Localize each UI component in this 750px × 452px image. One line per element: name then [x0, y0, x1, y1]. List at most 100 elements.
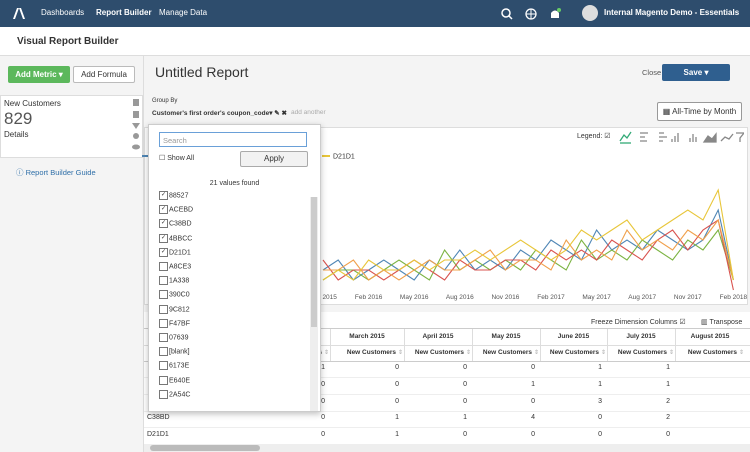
- nav-item[interactable]: Report Builder: [96, 8, 152, 17]
- series-line: [323, 218, 734, 281]
- v-scrollbar[interactable]: [310, 197, 318, 411]
- checkbox[interactable]: [159, 290, 168, 300]
- page-header: Visual Report Builder: [0, 27, 750, 56]
- option-label: F47BF: [169, 320, 191, 328]
- search-input[interactable]: Search: [159, 132, 307, 147]
- row-rule: [144, 427, 750, 429]
- guide-text[interactable]: Report Builder Guide: [25, 168, 96, 177]
- table-cell: 0: [395, 397, 399, 405]
- option-label: 07639: [169, 334, 189, 342]
- filter-option[interactable]: 390C0: [159, 290, 190, 300]
- filter-dropdown: Search ☐ Show All Apply 21 values found …: [148, 124, 321, 412]
- add-metric-button[interactable]: Add Metric ▾: [8, 66, 70, 83]
- logo[interactable]: [12, 7, 26, 20]
- metric-details[interactable]: Details: [4, 130, 29, 139]
- checkbox[interactable]: [159, 304, 168, 314]
- filter-option[interactable]: [blank]: [159, 347, 190, 357]
- column-subheader: New Customers: [617, 349, 667, 356]
- metric-card[interactable]: New Customers 829 Details: [0, 95, 143, 158]
- filter-option[interactable]: 9C812: [159, 304, 190, 314]
- checkbox[interactable]: ✓: [159, 205, 168, 215]
- account-name[interactable]: Internal Magento Demo - Essentials: [604, 8, 740, 17]
- option-label: 4BBCC: [169, 234, 193, 242]
- table-cell: 1: [598, 364, 602, 371]
- add-another[interactable]: add another: [291, 109, 326, 116]
- table-cell: 0: [321, 397, 325, 405]
- metric-name: New Customers: [4, 99, 61, 108]
- nav-item[interactable]: Dashboards: [41, 8, 85, 17]
- filter-option[interactable]: 07639: [159, 333, 188, 342]
- group-by-text[interactable]: Customer's first order's coupon_code: [152, 110, 270, 117]
- search-placeholder: Search: [163, 136, 187, 145]
- filter-option[interactable]: 6173E: [159, 361, 189, 371]
- avatar[interactable]: [582, 5, 598, 21]
- group-by-value[interactable]: Customer's first order's coupon_code▾ ✎ …: [152, 110, 288, 117]
- close-button[interactable]: Close: [642, 68, 662, 77]
- nav-icons[interactable]: [500, 7, 570, 21]
- table-rule: [144, 345, 750, 346]
- transpose-label: Transpose: [709, 319, 743, 326]
- table-cell: 1: [531, 380, 535, 388]
- metric-icons[interactable]: [131, 98, 141, 158]
- x-tick-label: May 2017: [582, 294, 611, 301]
- report-title[interactable]: Untitled Report: [155, 64, 249, 80]
- h-scrollbar[interactable]: [144, 444, 750, 452]
- checkbox[interactable]: ✓: [159, 191, 168, 200]
- sort-icon: ⇕: [466, 350, 472, 356]
- column-header: July 2015: [626, 333, 656, 340]
- freeze-label: Freeze Dimension Columns: [591, 319, 678, 326]
- legend-toggle[interactable]: Legend: ☑: [577, 133, 611, 140]
- sort-icon: ⇕: [398, 350, 404, 356]
- guide-link[interactable]: ⓘ Report Builder Guide: [16, 168, 96, 177]
- filter-option[interactable]: ✓ 4BBCC: [159, 233, 193, 243]
- table-cell: 0: [598, 414, 602, 422]
- filter-option[interactable]: ✓ ACEBD: [159, 205, 193, 215]
- checkbox[interactable]: [159, 375, 168, 385]
- filter-option[interactable]: E640E: [159, 375, 191, 385]
- filter-option[interactable]: F47BF: [159, 318, 191, 328]
- scroll-thumb[interactable]: [150, 445, 260, 451]
- scroll-thumb[interactable]: [311, 197, 317, 327]
- legend-label: Legend:: [577, 133, 603, 140]
- table-cell: 0: [531, 397, 535, 405]
- nav-item[interactable]: Manage Data: [159, 8, 208, 17]
- chart-type-icons[interactable]: [618, 130, 744, 144]
- checkbox[interactable]: [159, 276, 168, 286]
- column-header: June 2015: [557, 333, 590, 340]
- checkbox[interactable]: [159, 318, 168, 328]
- column-subheader: New Customers: [482, 349, 532, 356]
- time-range-button[interactable]: ▦ All-Time by Month: [657, 102, 742, 121]
- table-cell: 3: [598, 397, 602, 405]
- freeze-toggle[interactable]: Freeze Dimension Columns ☑: [591, 319, 686, 326]
- show-all[interactable]: ☐ Show All: [159, 155, 195, 162]
- checkbox[interactable]: ✓: [159, 247, 168, 257]
- table-cell: 0: [531, 364, 535, 371]
- filter-option[interactable]: ✓ D21D1: [159, 247, 191, 257]
- sort-icon: ⇕: [601, 350, 607, 356]
- checkbox[interactable]: [159, 389, 168, 399]
- filter-option[interactable]: A8CE3: [159, 262, 191, 271]
- save-button[interactable]: Save ▾: [662, 64, 730, 81]
- x-tick-label: Feb 2017: [537, 294, 565, 301]
- table-cell: 0: [531, 431, 535, 439]
- checkbox[interactable]: [159, 262, 168, 271]
- table-cell: 1: [395, 431, 399, 439]
- table-cell: 0: [321, 431, 325, 439]
- apply-button[interactable]: Apply: [240, 151, 308, 167]
- table-cell: 1: [321, 364, 325, 371]
- checkbox[interactable]: ✓: [159, 233, 168, 243]
- filter-option[interactable]: 1A338: [159, 276, 189, 286]
- checkbox[interactable]: [159, 347, 168, 357]
- row-rule: [144, 377, 750, 378]
- checkbox[interactable]: [159, 333, 168, 342]
- series-line: [322, 188, 734, 281]
- transpose-button[interactable]: ▥ Transpose: [701, 319, 743, 326]
- filter-option[interactable]: ✓ C38BD: [159, 219, 192, 229]
- checkbox[interactable]: ✓: [159, 219, 168, 229]
- option-label: E640E: [169, 376, 191, 384]
- add-formula-button[interactable]: Add Formula: [73, 66, 135, 83]
- filter-option[interactable]: 2A54C: [159, 389, 190, 399]
- checkbox[interactable]: [159, 361, 168, 371]
- filter-option[interactable]: ✓ 88527: [159, 191, 188, 200]
